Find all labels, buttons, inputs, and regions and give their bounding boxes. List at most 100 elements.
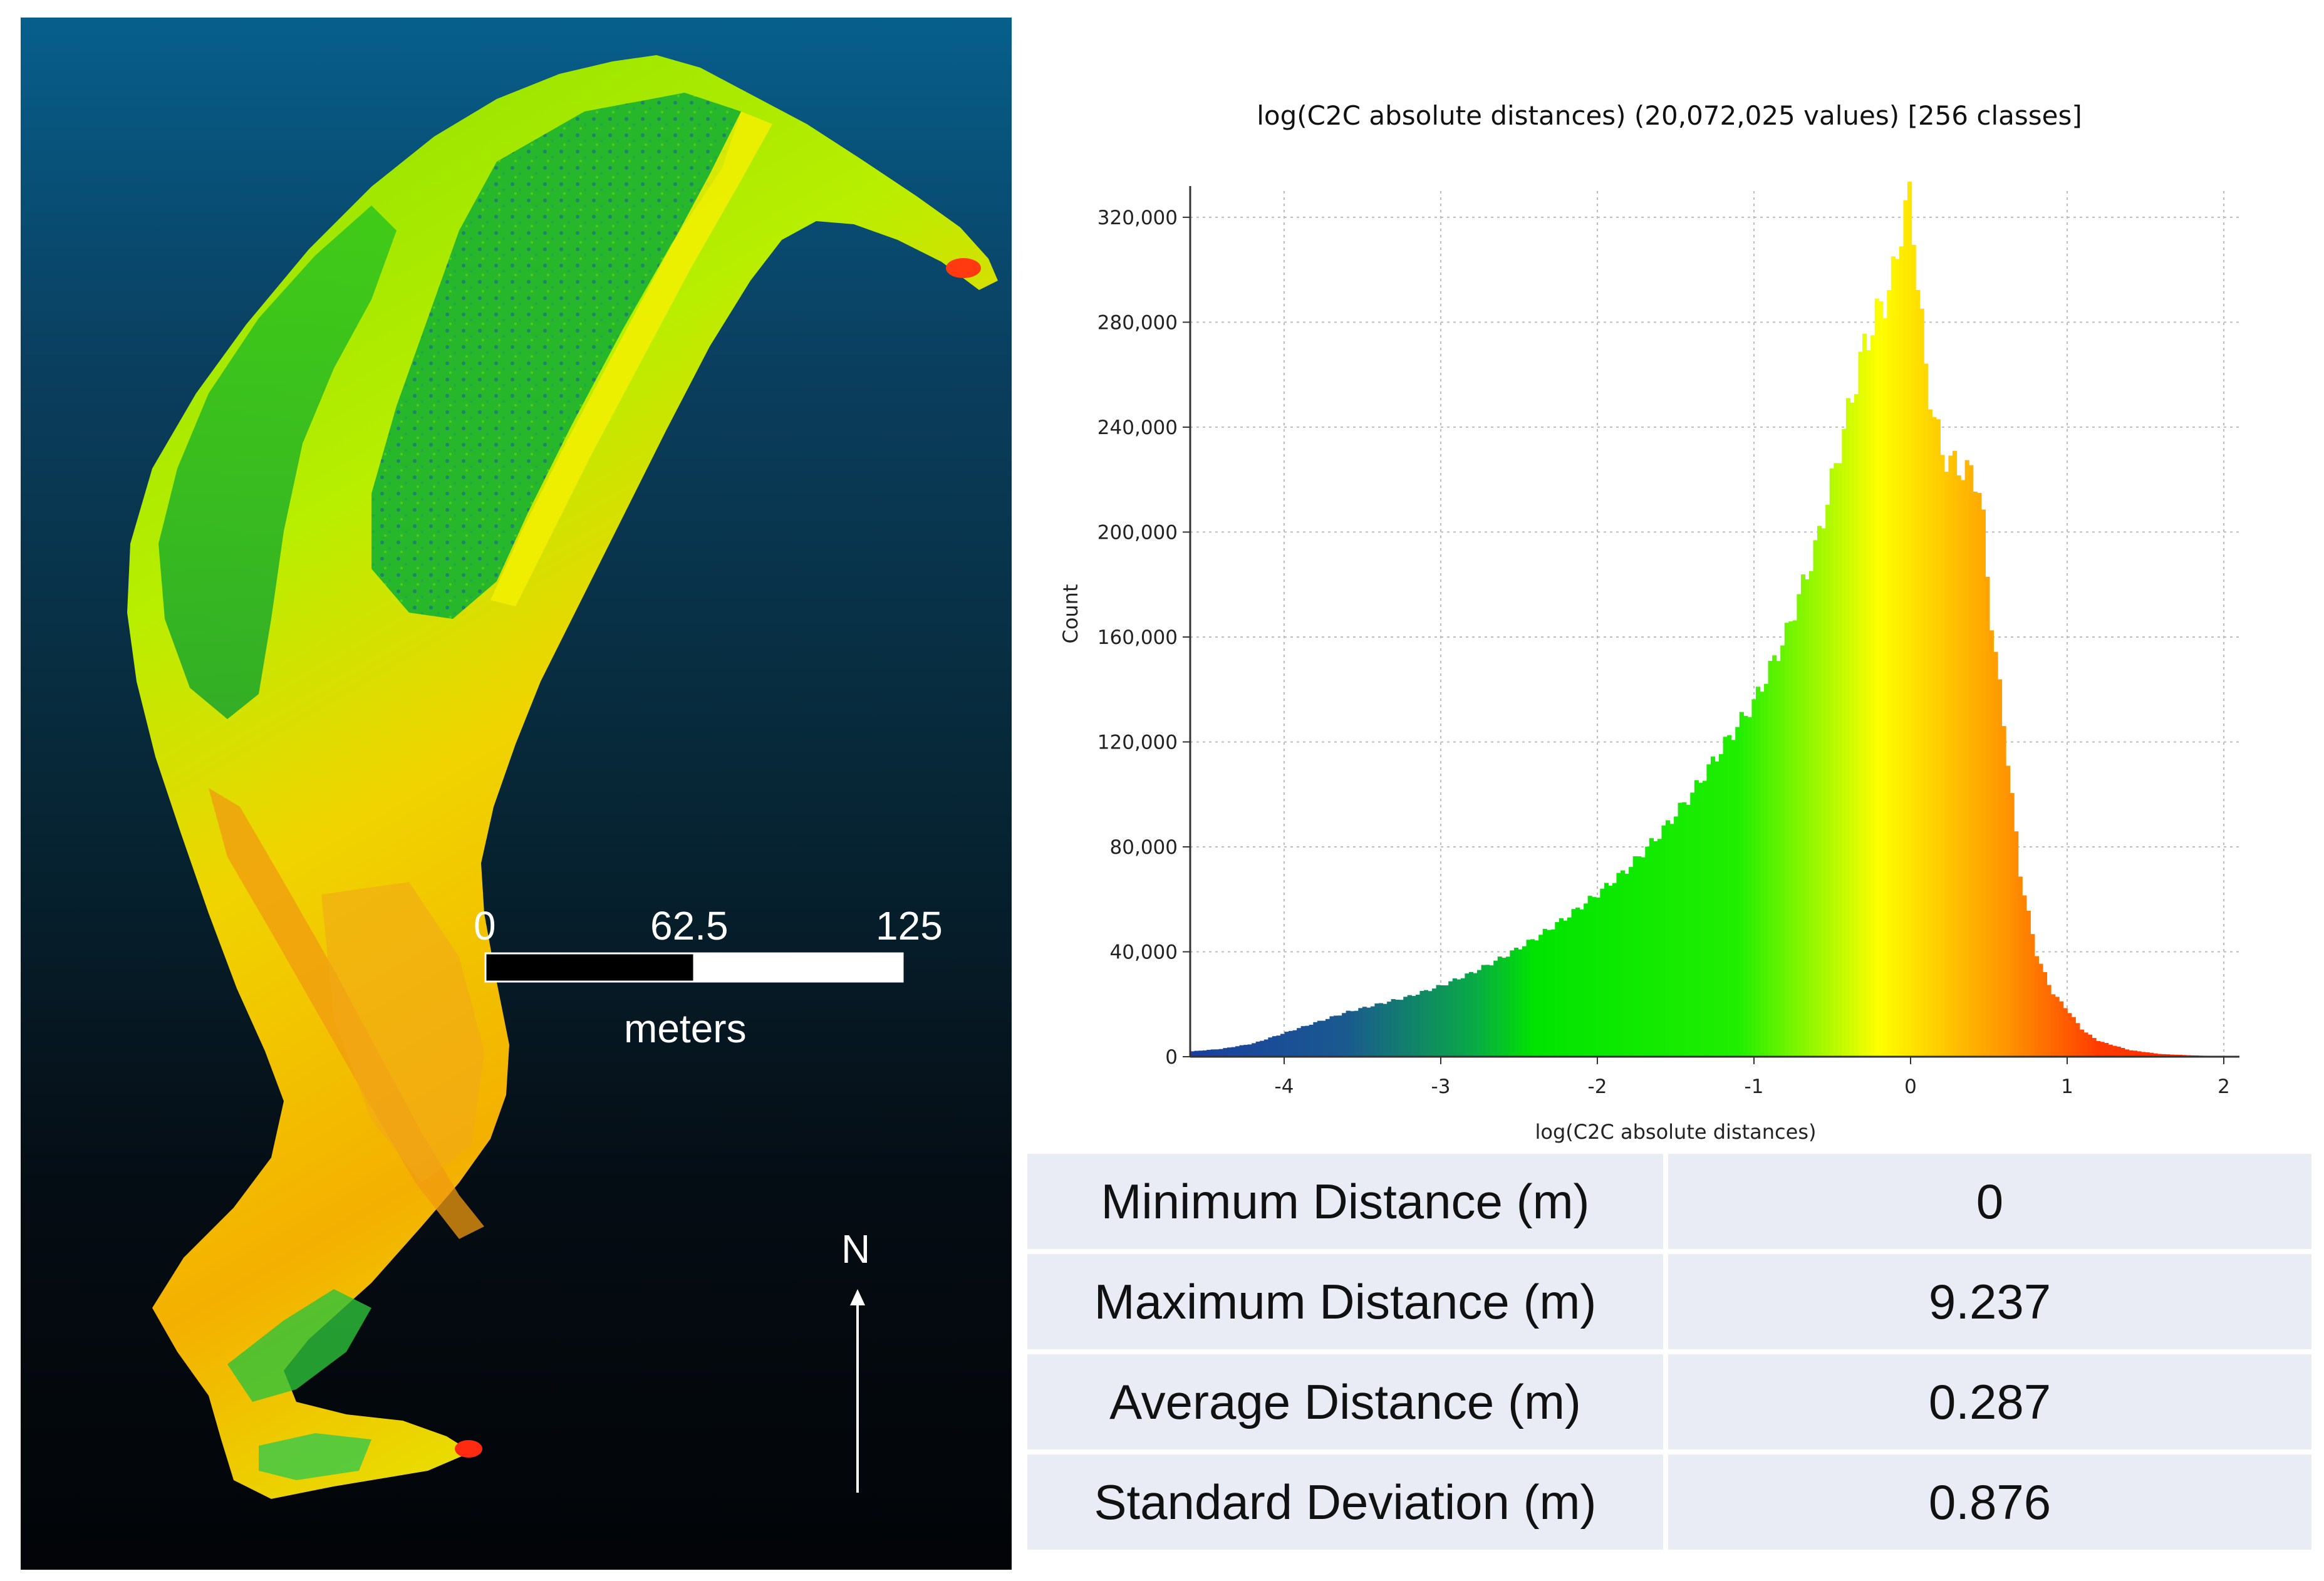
histogram-bar [1632, 856, 1637, 1057]
histogram-bar [1698, 782, 1703, 1057]
histogram-bar [1686, 804, 1691, 1057]
histogram-bar [1489, 965, 1494, 1057]
y-tick-label: 320,000 [1097, 207, 1178, 229]
histogram-bar [1538, 935, 1543, 1057]
histogram-bar [1727, 735, 1732, 1057]
histogram-bar [1448, 981, 1453, 1057]
histogram-bar [1346, 1010, 1351, 1057]
histogram-bar [1289, 1030, 1294, 1057]
histogram-bar [1776, 661, 1781, 1057]
red-tip-south [455, 1440, 482, 1458]
histogram-bar [1879, 301, 1884, 1057]
histogram-bar [1940, 455, 1945, 1057]
histogram-bar [2051, 994, 2056, 1057]
y-tick-label: 80,000 [1110, 836, 1178, 859]
histogram-bar [1944, 472, 1949, 1057]
histogram-bar [1477, 970, 1482, 1057]
histogram-bar [1739, 712, 1744, 1057]
stats-table: Minimum Distance (m) 0 Maximum Distance … [1027, 1149, 2311, 1555]
histogram-bar [1428, 991, 1433, 1057]
histogram-bar [1456, 979, 1461, 1057]
histogram-panel: log(C2C absolute distances) (20,072,025 … [1027, 100, 2311, 1146]
histogram-bar [1952, 450, 1958, 1057]
histogram-bar [1297, 1028, 1302, 1057]
histogram-bar [1874, 298, 1879, 1057]
histogram-bar [1784, 623, 1789, 1057]
histogram-bar [1661, 825, 1666, 1057]
histogram-bar [1194, 1050, 1199, 1057]
histogram-bar [1858, 351, 1863, 1057]
histogram-bar [2079, 1029, 2084, 1057]
histogram-bar [1350, 1011, 1355, 1057]
histogram-bar [1706, 764, 1711, 1057]
histogram-bar [1657, 839, 1663, 1057]
histogram-bar [1407, 995, 1412, 1057]
y-tick-label: 240,000 [1097, 417, 1178, 439]
histogram-bar [2042, 972, 2048, 1057]
stat-label-average: Average Distance (m) [1027, 1354, 1668, 1449]
histogram-bar [1247, 1044, 1252, 1057]
x-tick-label: 1 [2061, 1076, 2073, 1098]
table-row: Average Distance (m) 0.287 [1027, 1354, 2311, 1449]
histogram-bar [1911, 244, 1916, 1057]
histogram-bar [1854, 394, 1859, 1057]
histogram-bar [1239, 1045, 1244, 1057]
tick-labels: 0 40,000 80,000 120,000 160,000 200,000 240,00… [1097, 207, 2230, 1098]
histogram-bar [1780, 645, 1785, 1057]
histogram-bar [1329, 1016, 1334, 1057]
histogram-bar [1768, 661, 1773, 1057]
histogram-bar [2157, 1054, 2162, 1057]
histogram-bar [2092, 1038, 2097, 1057]
histogram-bar [1268, 1037, 1273, 1057]
histogram-bar [1842, 428, 1847, 1057]
histogram-bar [1579, 910, 1584, 1057]
histogram-bar [1354, 1010, 1359, 1057]
scale-unit-label: meters [624, 1006, 747, 1051]
histogram-bar [1964, 460, 1969, 1057]
stat-value-min: 0 [1668, 1154, 2311, 1249]
histogram-bar [1792, 620, 1797, 1057]
histogram-bar [1497, 956, 1502, 1057]
vegetation-west [158, 205, 397, 719]
histogram-bar [1829, 468, 1834, 1057]
histogram-bar [1637, 856, 1642, 1057]
x-tick-label: -3 [1431, 1076, 1451, 1098]
histogram-bar [2087, 1034, 2093, 1057]
y-tick-label: 280,000 [1097, 311, 1178, 334]
histogram-bar [1862, 333, 1867, 1057]
histogram-bar [1973, 491, 1978, 1057]
histogram-bar [1690, 792, 1695, 1057]
histogram-bar [1587, 896, 1592, 1057]
point-cloud-graphic [127, 55, 998, 1499]
y-tick-label: 120,000 [1097, 731, 1178, 754]
histogram-bar [1993, 651, 1998, 1057]
histogram-bar [1797, 594, 1802, 1057]
x-tick-label: -4 [1275, 1076, 1294, 1098]
histogram-bar [1600, 888, 1605, 1057]
histogram-bar [1719, 754, 1724, 1057]
histogram-bar [2140, 1052, 2146, 1057]
histogram-bar [1522, 946, 1527, 1057]
histogram-bar [1444, 985, 1449, 1057]
histogram-bar [2063, 1008, 2068, 1057]
histogram-bar [1284, 1032, 1289, 1057]
dike-strip [490, 111, 772, 606]
histogram-bar [1665, 820, 1671, 1057]
histogram-bar [1805, 579, 1810, 1057]
histogram-bar [1534, 940, 1539, 1057]
histogram-bar [1260, 1040, 1265, 1057]
histogram-bar [1436, 985, 1441, 1057]
histogram-bar [1981, 509, 1986, 1057]
histogram-bar [1391, 999, 1396, 1057]
land-mass [127, 55, 998, 1499]
axes [1189, 186, 2239, 1058]
histogram-bar [1530, 939, 1535, 1057]
histogram-bar [2120, 1047, 2125, 1057]
histogram-bar [1362, 1007, 1367, 1057]
histogram-bar [1751, 699, 1756, 1057]
histogram-bar [1674, 816, 1679, 1057]
histogram-bar [1731, 740, 1736, 1057]
vegetation-speckle [371, 93, 741, 619]
histogram-bar [2006, 765, 2011, 1057]
histogram-bar [1493, 960, 1498, 1057]
